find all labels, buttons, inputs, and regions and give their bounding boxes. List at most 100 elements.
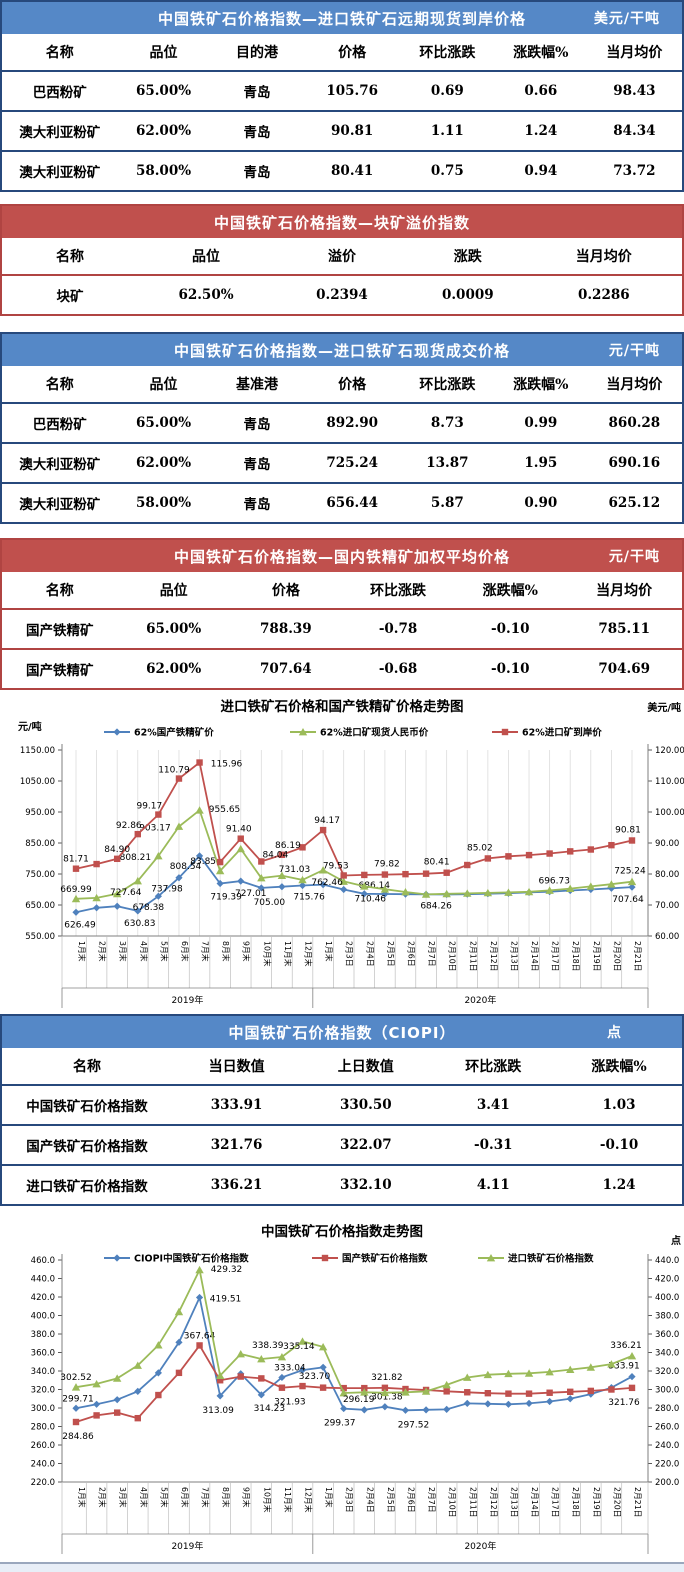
square-marker — [361, 871, 368, 879]
left-tick-label: 400.0 — [31, 1312, 55, 1322]
table-cell: 58.00% — [117, 482, 210, 522]
triangle-marker — [318, 1342, 328, 1351]
table-row: 块矿 62.50% 0.2394 0.0009 0.2286 — [2, 274, 682, 314]
square-marker — [443, 1388, 450, 1395]
diamond-marker — [278, 883, 286, 891]
diamond-marker — [92, 904, 101, 912]
table-row: 澳大利亚粉矿 58.00% 青岛 656.44 5.87 0.90 625.12 — [2, 482, 682, 522]
diamond-marker — [628, 1373, 636, 1381]
header-cell: 涨跌幅% — [513, 45, 569, 61]
diamond-marker — [298, 881, 307, 890]
data-table: 名称 品位 目的港 价格 环比涨跌 涨跌幅% 当月均价 巴西粉矿 65.00% … — [2, 34, 682, 190]
data-label: 321.82 — [371, 1373, 403, 1383]
x-tick-label: 2月4日 — [365, 941, 374, 967]
table-cell: 62.00% — [117, 442, 210, 483]
data-label: 669.99 — [60, 885, 92, 895]
table-row: 巴西粉矿 65.00% 青岛 892.90 8.73 0.99 860.28 — [2, 402, 682, 443]
left-tick-label: 1150.00 — [20, 746, 55, 756]
header-cell: 品位 — [149, 377, 178, 393]
chart-title: 中国铁矿石价格指数走势图 — [261, 1223, 423, 1240]
data-label: 626.49 — [64, 920, 96, 930]
year-label: 2020年 — [464, 994, 496, 1006]
table-row: 国产铁矿石价格指数 321.76 322.07 -0.31 -0.10 — [2, 1124, 682, 1165]
table-cell: 860.28 — [586, 402, 682, 443]
diamond-marker — [319, 881, 327, 889]
triangle-marker — [195, 1265, 204, 1274]
table-cell: 62.50% — [138, 274, 274, 314]
square-marker — [587, 1387, 595, 1395]
data-label: 92.86 — [116, 821, 142, 831]
legend-label: 62%进口矿现货人民币价 — [320, 727, 429, 739]
right-tick-label: 300.0 — [655, 1386, 679, 1396]
data-label: 110.79 — [158, 766, 190, 776]
header-cell: 价格 — [338, 45, 367, 61]
right-tick-label: 60.00 — [655, 932, 679, 942]
right-axis-unit: 美元/吨 — [647, 701, 681, 714]
x-tick-label: 2月19日 — [592, 1487, 601, 1517]
triangle-marker — [401, 887, 410, 896]
header-cell: 上日数值 — [337, 1059, 394, 1075]
data-label: 83.85 — [190, 857, 216, 867]
table-header-row: 名称 品位 溢价 涨跌 当月均价 — [2, 238, 682, 275]
triangle-marker — [360, 882, 369, 890]
x-tick-label: 1月末 — [324, 1487, 334, 1508]
x-tick-label: 12月末 — [304, 941, 314, 967]
diamond-marker — [422, 1406, 430, 1414]
x-tick-label: 5月末 — [159, 941, 169, 962]
table-cell: 进口铁矿石价格指数 — [2, 1164, 172, 1204]
x-tick-label: 5月末 — [159, 1487, 169, 1508]
table-cell: 0.0009 — [410, 274, 526, 314]
x-tick-label: 2月10日 — [448, 1487, 457, 1517]
table-title-bar: 中国铁矿石价格指数—块矿溢价指数 — [2, 206, 682, 238]
header-cell: 基准港 — [235, 377, 278, 393]
right-axis-unit: 点 — [671, 1234, 681, 1247]
square-marker — [340, 1384, 347, 1392]
table-import-seaborne-price: 中国铁矿石价格指数—进口铁矿石远期现货到岸价格 美元/干吨 名称 品位 目的港 … — [0, 0, 684, 192]
data-label: 705.00 — [254, 898, 286, 908]
data-label: 115.96 — [211, 760, 243, 770]
table-cell: 330.50 — [301, 1084, 431, 1125]
square-marker — [608, 1386, 615, 1393]
x-tick-label: 4月末 — [139, 941, 149, 962]
table-cell: 3.41 — [430, 1084, 557, 1125]
triangle-marker — [504, 888, 513, 896]
table-cell: 0.2394 — [274, 274, 410, 314]
header-cell: 品位 — [192, 249, 220, 265]
x-tick-label: 10月末 — [262, 941, 272, 967]
table-domestic-concentrate-price: 中国铁矿石价格指数—国内铁精矿加权平均价格 元/干吨 名称 品位 价格 环比涨跌… — [0, 538, 684, 690]
data-label: 731.03 — [279, 865, 311, 875]
data-table: 名称 当日数值 上日数值 环比涨跌 涨跌幅% 中国铁矿石价格指数 333.91 … — [2, 1048, 682, 1204]
data-label: 299.37 — [324, 1419, 356, 1429]
table-title: 中国铁矿石价格指数—块矿溢价指数 — [213, 213, 470, 232]
square-marker — [587, 846, 595, 853]
table-cell: 1.03 — [556, 1084, 682, 1125]
table-cell: 0.90 — [494, 482, 587, 522]
data-label: 335.14 — [283, 1342, 315, 1352]
header-cell: 当月均价 — [575, 249, 632, 265]
left-tick-label: 280.0 — [31, 1423, 55, 1433]
data-label: 79.82 — [374, 860, 400, 870]
table-cell: 62.00% — [117, 110, 210, 151]
data-label: 336.21 — [610, 1341, 642, 1351]
data-table: 名称 品位 基准港 价格 环比涨跌 涨跌幅% 当月均价 巴西粉矿 65.00% … — [2, 366, 682, 522]
square-marker — [525, 1390, 533, 1397]
square-marker — [196, 759, 203, 766]
square-marker — [340, 872, 347, 879]
x-tick-label: 2月19日 — [592, 941, 601, 971]
table-row: 澳大利亚粉矿 58.00% 青岛 80.41 0.75 0.94 73.72 — [2, 150, 682, 190]
diamond-marker — [360, 1406, 368, 1414]
data-label: 715.76 — [293, 893, 325, 903]
axes: 460.0 440.0 420.0 400.0 380.0 360.0 340.0 320.0… — [31, 1254, 679, 1488]
data-label: 419.51 — [210, 1294, 242, 1304]
x-tick-label: 2月13日 — [509, 941, 518, 971]
x-tick-label: 2月6日 — [406, 941, 415, 967]
data-label: 302.52 — [60, 1373, 92, 1383]
data-label: 707.64 — [612, 895, 644, 905]
table-cell: 785.11 — [566, 608, 682, 649]
table-title: 中国铁矿石价格指数—进口铁矿石现货成交价格 — [173, 341, 510, 360]
data-label: 85.02 — [467, 843, 493, 853]
table-cell: 青岛 — [209, 110, 305, 151]
diamond-marker — [319, 1363, 327, 1371]
data-label: 284.86 — [62, 1432, 94, 1442]
